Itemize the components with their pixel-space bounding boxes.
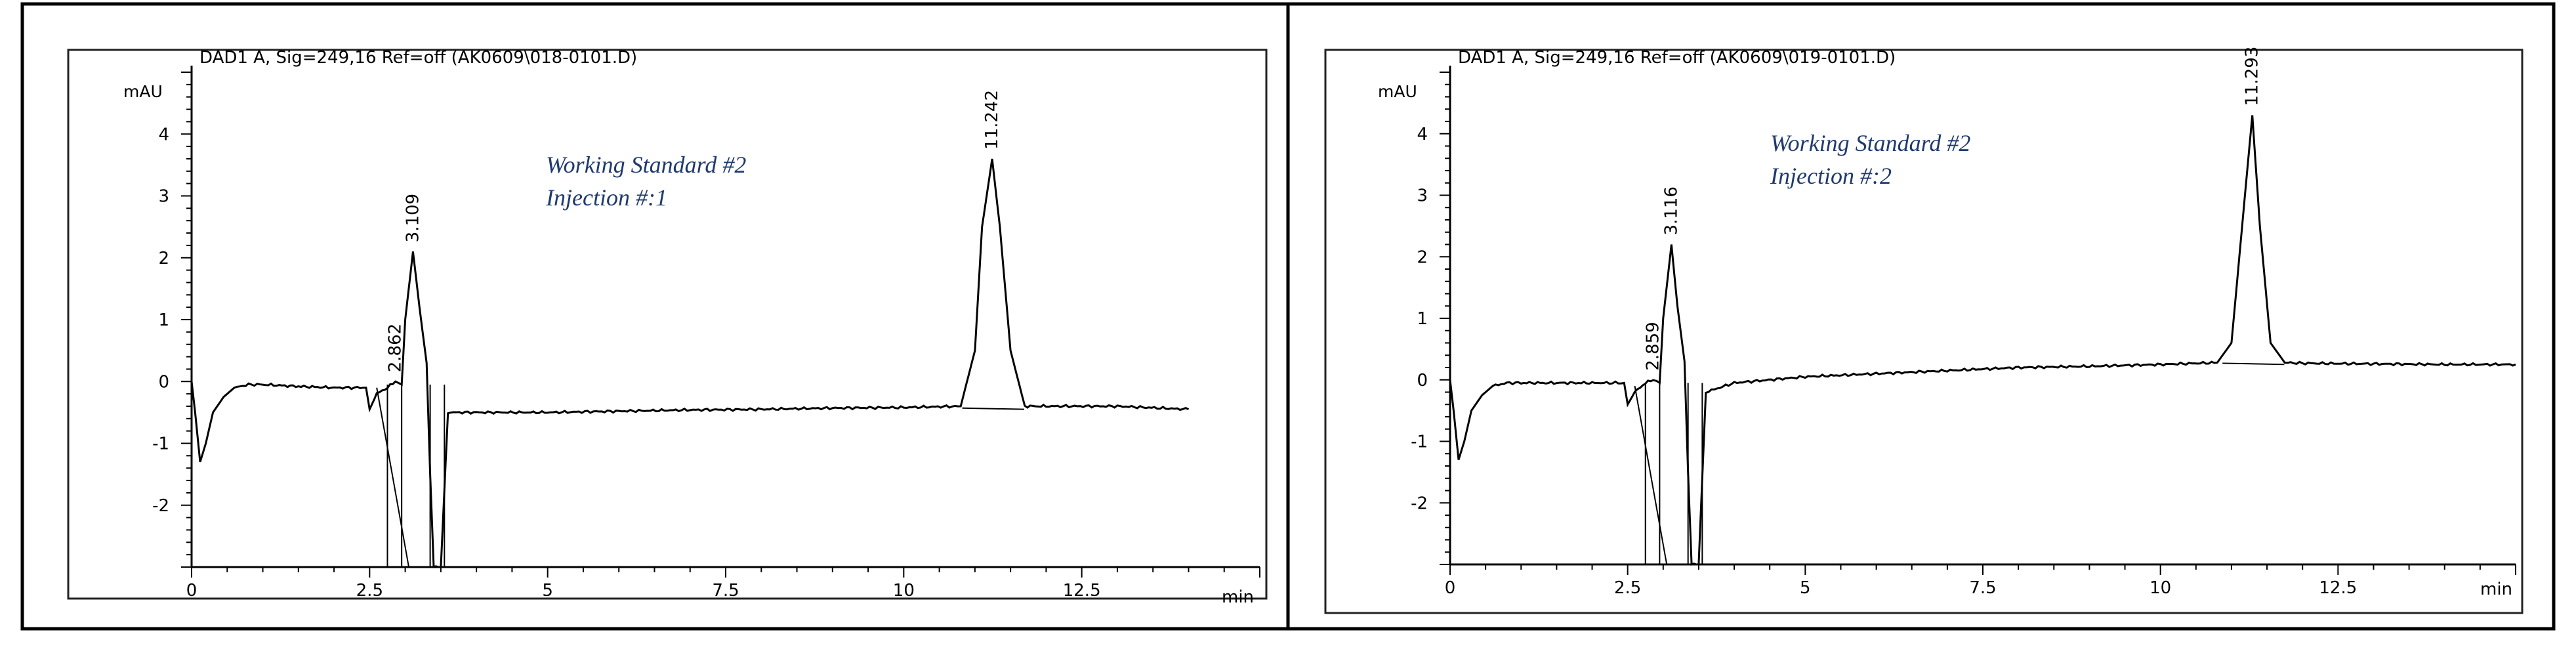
peak-label: 11.242	[982, 90, 1002, 150]
axes-2: 0 2.5 5 7.5 10 12.5 -2 -1 0 1 2 3 4	[1411, 66, 2516, 598]
x-tick-label: 2.5	[356, 581, 383, 601]
chart-panel-2: DAD1 A, Sig=249,16 Ref=off (AK0609\019-0…	[1324, 47, 2524, 614]
y-axis-label-2: mAU	[1378, 82, 1417, 101]
y-tick-label: 1	[1417, 309, 1428, 329]
peak-label: 3.109	[403, 194, 423, 242]
peak-label: 2.862	[386, 324, 405, 372]
plot-frame-1	[67, 49, 1268, 600]
x-tick-label: 7.5	[712, 581, 739, 601]
x-tick-label: 7.5	[1969, 578, 1996, 598]
peak-baselines-2	[1634, 362, 2285, 565]
annotation-injection-2: Injection #:2	[1770, 163, 1892, 189]
y-tick-label: -1	[1411, 433, 1428, 452]
x-tick-label: 10	[893, 581, 915, 601]
y-tick-label: -2	[152, 496, 169, 516]
peak-label: 3.116	[1661, 186, 1681, 235]
y-tick-label: -1	[152, 434, 169, 454]
y-tick-label: 0	[1417, 371, 1428, 391]
y-tick-label: 1	[158, 310, 169, 330]
x-tick-label: 0	[1445, 578, 1456, 598]
x-tick-label: 2.5	[1614, 578, 1641, 598]
y-tick-label: 2	[1417, 247, 1428, 267]
y-tick-label: 3	[158, 187, 169, 207]
y-tick-label: 2	[158, 249, 169, 268]
x-axis-label-1: min	[1222, 587, 1254, 607]
peak-baseline	[2222, 362, 2285, 366]
chart-title-1: DAD1 A, Sig=249,16 Ref=off (AK0609\018-0…	[199, 48, 637, 68]
y-tick-label: 4	[158, 125, 169, 144]
peak-baselines-1	[376, 384, 1024, 568]
chart-title-2: DAD1 A, Sig=249,16 Ref=off (AK0609\019-0…	[1458, 48, 1896, 68]
annotation-working-standard-1: Working Standard #2	[546, 152, 746, 178]
axes-1: 0 2.5 5 7.5 10 12.5 -2 -1 0 1 2 3 4	[152, 66, 1260, 601]
x-tick-label: 10	[2150, 578, 2171, 598]
y-tick-label: 3	[1417, 186, 1428, 206]
peak-baseline	[376, 387, 410, 568]
chromatogram-trace-2	[1449, 115, 2516, 566]
x-tick-label: 0	[186, 581, 197, 601]
x-tick-label: 5	[1800, 578, 1811, 598]
chromatogram-trace-1	[190, 158, 1190, 568]
annotation-injection-1: Injection #:1	[545, 184, 667, 211]
peak-label: 2.859	[1644, 322, 1663, 370]
peak-labels-2: 2.859 3.116 11.293	[1644, 47, 2262, 371]
y-axis-label-1: mAU	[123, 82, 163, 101]
plot-frame-2	[1324, 49, 2524, 614]
peak-baseline	[962, 407, 1024, 410]
peak-baseline	[1634, 385, 1668, 565]
x-tick-label: 5	[542, 581, 553, 601]
y-tick-label: 4	[1417, 125, 1428, 144]
peak-label: 11.293	[2243, 47, 2262, 106]
x-axis-label-2: min	[2480, 580, 2512, 599]
peak-labels-1: 2.862 3.109 11.242	[386, 90, 1003, 372]
y-tick-label: -2	[1411, 494, 1428, 513]
x-tick-label: 12.5	[1063, 581, 1101, 601]
y-tick-label: 0	[158, 372, 169, 392]
chart-panel-1: DAD1 A, Sig=249,16 Ref=off (AK0609\018-0…	[67, 48, 1268, 607]
annotation-working-standard-2: Working Standard #2	[1770, 130, 1970, 156]
x-tick-label: 12.5	[2319, 578, 2357, 598]
